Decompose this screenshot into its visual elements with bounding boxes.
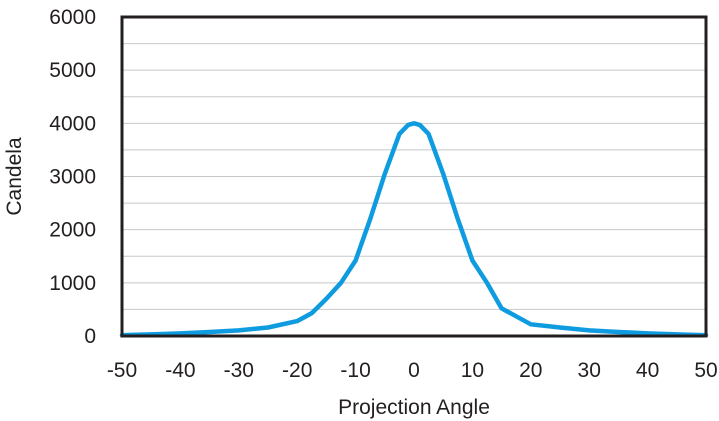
x-tick-label: 10 bbox=[461, 359, 484, 382]
plot-frame bbox=[120, 15, 708, 338]
x-tick-label: 20 bbox=[519, 359, 542, 382]
y-tick-labels: 0 1000 2000 3000 4000 5000 6000 bbox=[49, 6, 96, 348]
gridlines bbox=[122, 43, 706, 310]
x-tick-label: 30 bbox=[578, 359, 601, 382]
x-tick-label: -20 bbox=[282, 359, 312, 382]
y-tick-label: 2000 bbox=[49, 219, 96, 242]
series-line bbox=[119, 121, 709, 338]
y-tick-label: 0 bbox=[84, 325, 96, 348]
y-tick-label: 1000 bbox=[49, 272, 96, 295]
series-layer bbox=[119, 121, 709, 338]
y-tick-label: 3000 bbox=[49, 166, 96, 189]
y-tick-label: 4000 bbox=[49, 112, 96, 135]
x-tick-label: -50 bbox=[107, 359, 137, 382]
x-tick-label: -30 bbox=[224, 359, 254, 382]
x-tick-label: 0 bbox=[408, 359, 420, 382]
y-tick-label: 6000 bbox=[49, 6, 96, 29]
x-tick-labels: -50 -40 -30 -20 -10 0 10 20 30 40 50 bbox=[107, 359, 718, 382]
y-axis-title: Candela bbox=[3, 137, 26, 216]
x-tick-label: -40 bbox=[165, 359, 195, 382]
x-tick-label: -10 bbox=[340, 359, 370, 382]
y-tick-label: 5000 bbox=[49, 59, 96, 82]
x-tick-label: 40 bbox=[636, 359, 659, 382]
x-axis-title: Projection Angle bbox=[338, 396, 490, 419]
x-tick-label: 50 bbox=[694, 359, 717, 382]
